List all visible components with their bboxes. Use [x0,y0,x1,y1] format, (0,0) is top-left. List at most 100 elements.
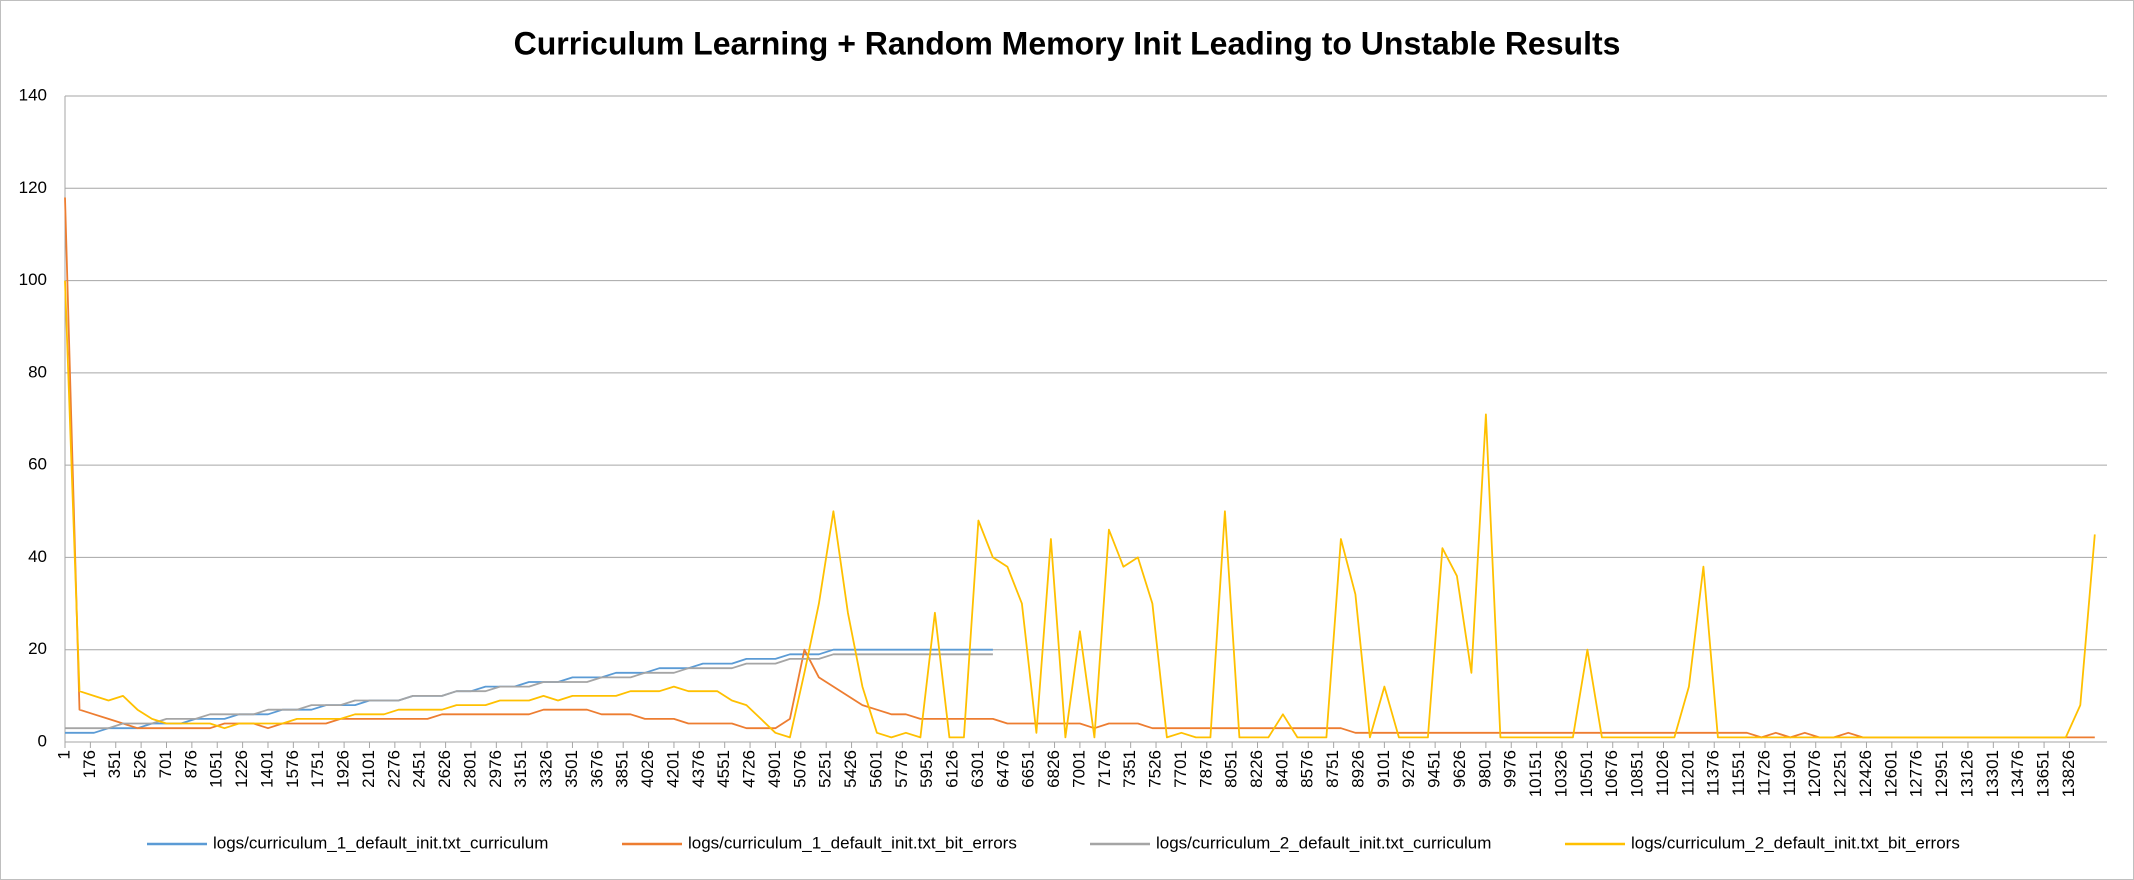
legend-label: logs/curriculum_2_default_init.txt_curri… [1156,833,1491,852]
chart-title: Curriculum Learning + Random Memory Init… [514,25,1621,61]
x-tick-label: 13826 [2059,750,2078,797]
x-tick-label: 8226 [1247,750,1266,788]
x-tick-label: 10676 [1602,750,1621,797]
x-tick-label: 2976 [486,750,505,788]
x-tick-label: 12601 [1881,750,1900,797]
x-tick-label: 5076 [790,750,809,788]
x-tick-label: 9101 [1374,750,1393,788]
x-tick-label: 11376 [1704,750,1723,796]
series-line [64,197,2095,739]
x-tick-label: 12426 [1856,750,1875,797]
x-tick-label: 3676 [587,750,606,788]
x-tick-label: 11551 [1729,750,1748,796]
x-tick-label: 11726 [1754,750,1773,796]
x-tick-label: 5426 [841,750,860,788]
x-tick-label: 7176 [1095,750,1114,788]
series-line [65,648,993,734]
x-tick-label: 9276 [1399,750,1418,788]
legend-label: logs/curriculum_2_default_init.txt_bit_e… [1631,833,1960,852]
x-tick-label: 351 [105,750,124,778]
x-tick-label: 176 [80,750,99,778]
x-tick-label: 10326 [1551,750,1570,797]
x-tick-label: 9976 [1501,750,1520,788]
x-tick-label: 4201 [663,750,682,788]
x-tick-label: 4551 [714,750,733,788]
x-tick-label: 1926 [334,750,353,788]
x-tick-label: 12776 [1907,750,1926,797]
x-tick-label: 2801 [460,750,479,788]
y-tick-label: 140 [19,85,47,104]
x-tick-label: 6126 [943,750,962,788]
x-tick-label: 8576 [1298,750,1317,788]
x-tick-label: 7701 [1171,750,1190,788]
x-tick-label: 5251 [816,750,835,788]
x-tick-label: 13301 [1983,750,2002,797]
series-line [65,653,993,730]
x-tick-label: 10851 [1628,750,1647,797]
series-line [64,280,2096,739]
x-tick-label: 3501 [562,750,581,788]
x-tick-label: 10501 [1577,750,1596,797]
x-tick-label: 1401 [257,750,276,788]
x-tick-label: 6301 [968,750,987,788]
x-tick-label: 9451 [1425,750,1444,788]
x-tick-label: 8051 [1222,750,1241,788]
x-tick-label: 6826 [1044,750,1063,788]
x-tick-label: 4901 [765,750,784,788]
x-tick-label: 8926 [1348,750,1367,788]
x-tick-label: 9801 [1475,750,1494,788]
y-tick-label: 40 [28,547,47,566]
x-tick-label: 4376 [689,750,708,788]
x-tick-label: 12076 [1805,750,1824,797]
x-tick-label: 11201 [1678,750,1697,796]
x-tick-label: 3151 [511,750,530,788]
x-tick-label: 12951 [1932,750,1951,797]
y-tick-label: 0 [38,731,47,750]
x-tick-label: 7526 [1146,750,1165,788]
x-tick-label: 701 [156,750,175,778]
x-tick-label: 4026 [638,750,657,788]
x-tick-label: 7351 [1120,750,1139,788]
x-tick-label: 2451 [410,750,429,788]
x-tick-label: 2276 [384,750,403,788]
x-tick-label: 3851 [613,750,632,788]
x-tick-label: 1226 [232,750,251,788]
x-tick-label: 526 [131,750,150,778]
y-tick-label: 60 [28,455,47,474]
x-tick-label: 7001 [1069,750,1088,788]
x-tick-label: 6476 [993,750,1012,788]
y-tick-label: 120 [19,178,47,197]
x-tick-label: 6651 [1019,750,1038,788]
x-tick-label: 2101 [359,750,378,788]
x-tick-label: 1 [54,750,73,759]
x-tick-label: 11026 [1653,750,1672,796]
x-tick-label: 8401 [1272,750,1291,788]
x-tick-label: 5776 [892,750,911,788]
x-tick-label: 11901 [1780,750,1799,796]
legend-label: logs/curriculum_1_default_init.txt_bit_e… [688,833,1017,852]
x-tick-label: 3326 [537,750,556,788]
x-tick-label: 1751 [308,750,327,788]
x-tick-label: 8751 [1323,750,1342,788]
x-tick-label: 1051 [207,750,226,788]
y-tick-label: 80 [28,362,47,381]
x-tick-label: 5601 [866,750,885,788]
x-tick-label: 4726 [740,750,759,788]
y-tick-label: 100 [19,270,47,289]
x-tick-label: 13476 [2008,750,2027,797]
x-tick-label: 12251 [1831,750,1850,797]
x-tick-label: 13126 [1957,750,1976,797]
x-tick-label: 5951 [917,750,936,788]
x-tick-label: 1576 [283,750,302,788]
legend-label: logs/curriculum_1_default_init.txt_curri… [213,833,548,852]
y-tick-label: 20 [28,639,47,658]
x-tick-label: 2626 [435,750,454,788]
x-tick-label: 876 [181,750,200,778]
x-tick-label: 7876 [1196,750,1215,788]
x-tick-label: 9626 [1450,750,1469,788]
x-tick-label: 13651 [2034,750,2053,797]
x-tick-label: 10151 [1526,750,1545,797]
